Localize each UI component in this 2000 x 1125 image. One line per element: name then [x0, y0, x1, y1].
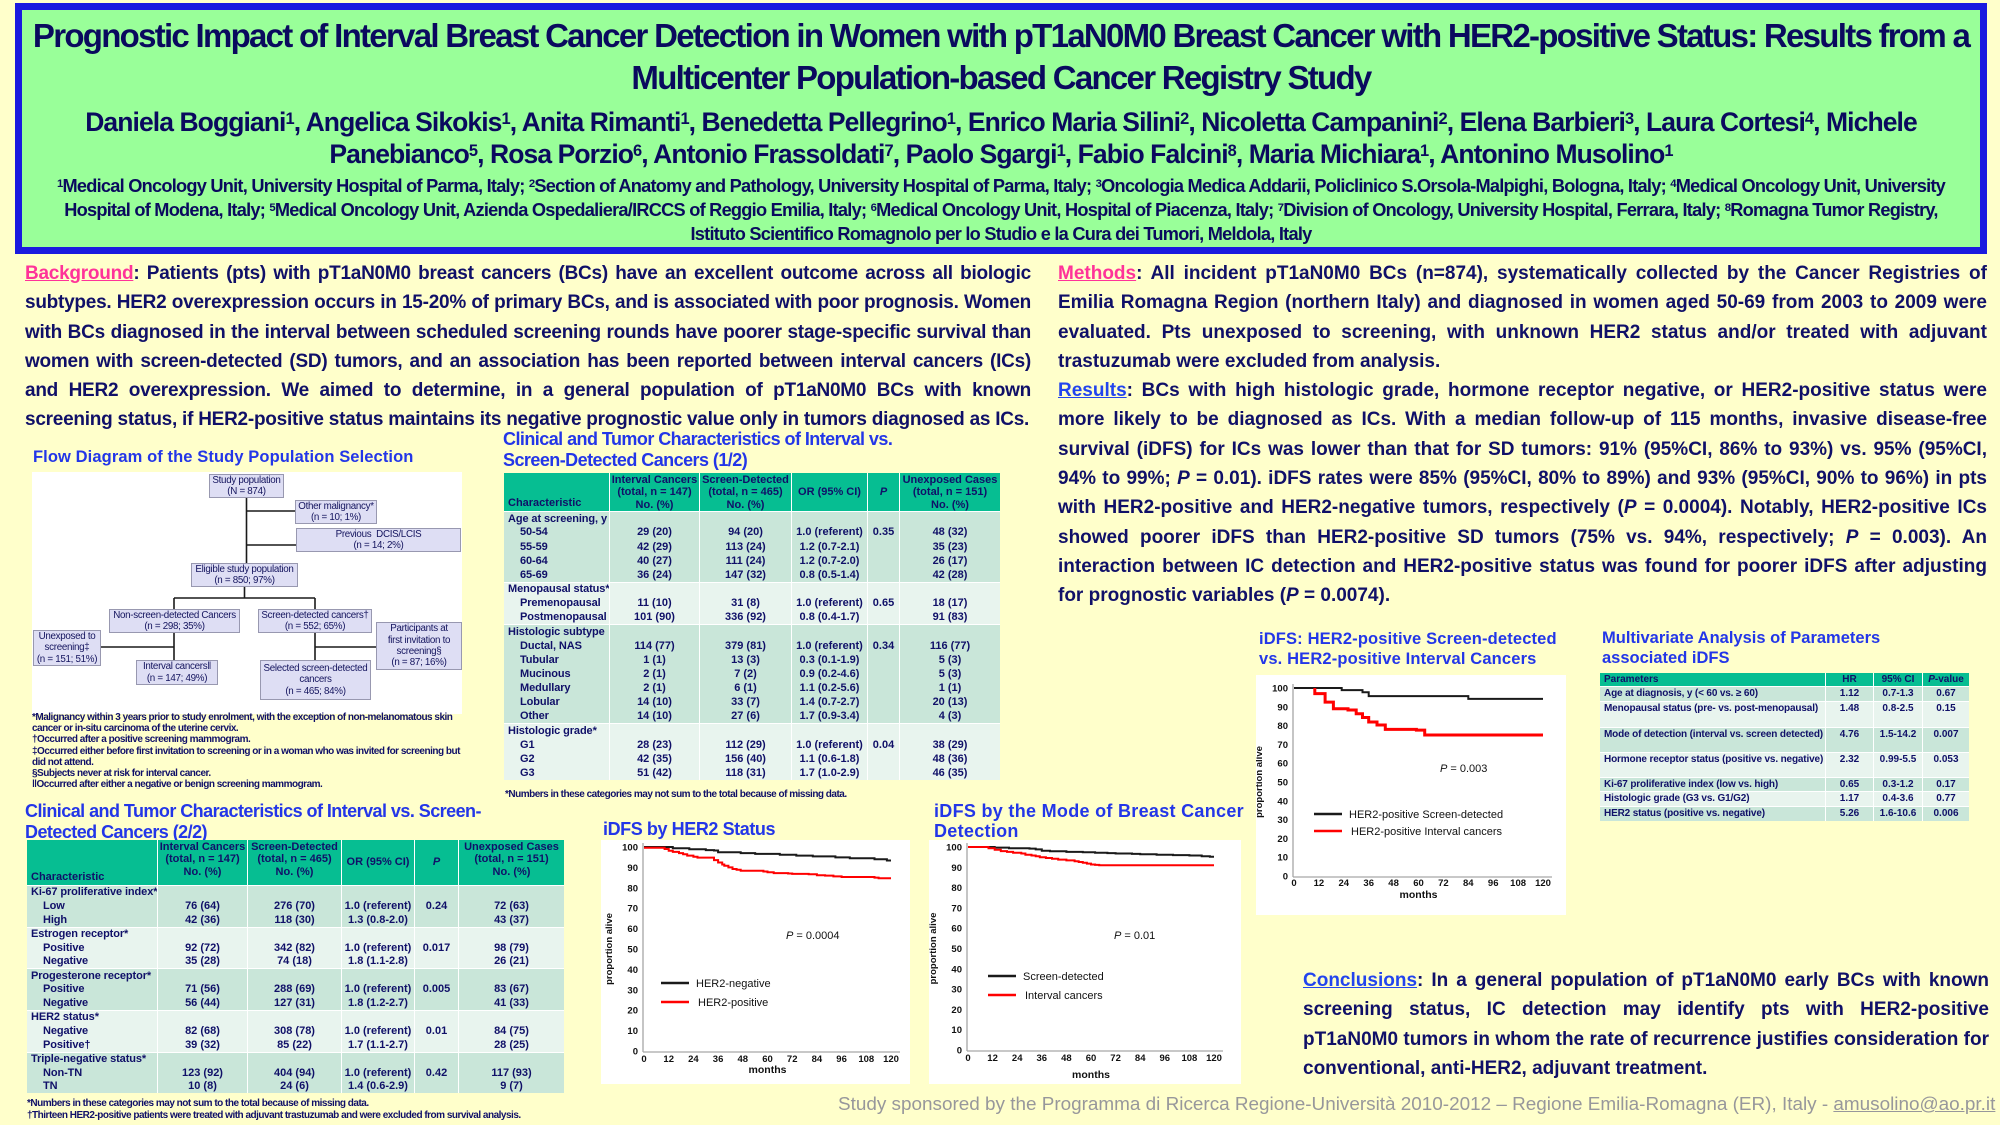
- svg-text:80: 80: [627, 883, 638, 894]
- svg-text:100: 100: [1272, 684, 1288, 695]
- svg-text:HER2-negative: HER2-negative: [696, 978, 771, 990]
- svg-text:72: 72: [1438, 878, 1449, 889]
- svg-text:72: 72: [787, 1054, 798, 1065]
- svg-text:50: 50: [951, 944, 962, 955]
- svg-text:60: 60: [951, 924, 962, 935]
- svg-text:20: 20: [951, 1005, 962, 1016]
- svg-text:84: 84: [1135, 1053, 1146, 1064]
- svg-text:proportion alive: proportion alive: [1256, 746, 1265, 818]
- svg-text:96: 96: [1160, 1053, 1171, 1064]
- svg-text:60: 60: [1086, 1053, 1097, 1064]
- svg-text:50: 50: [1277, 778, 1288, 789]
- svg-text:12: 12: [663, 1054, 674, 1065]
- svg-text:Interval cancers: Interval cancers: [1025, 990, 1103, 1002]
- svg-text:30: 30: [951, 985, 962, 996]
- svg-text:20: 20: [627, 1006, 638, 1017]
- svg-text:60: 60: [1277, 759, 1288, 770]
- svg-text:84: 84: [812, 1054, 823, 1065]
- svg-text:12: 12: [1314, 878, 1325, 889]
- svg-text:HER2-positive Interval cancers: HER2-positive Interval cancers: [1351, 826, 1503, 838]
- svg-text:48: 48: [738, 1054, 749, 1065]
- svg-text:0: 0: [1283, 872, 1288, 883]
- svg-text:60: 60: [1413, 878, 1424, 889]
- svg-text:84: 84: [1463, 878, 1474, 889]
- svg-text:100: 100: [946, 843, 962, 854]
- svg-text:70: 70: [1277, 740, 1288, 751]
- svg-text:48: 48: [1388, 878, 1399, 889]
- svg-text:0: 0: [965, 1053, 970, 1064]
- svg-text:proportion alive: proportion alive: [604, 913, 615, 985]
- svg-text:24: 24: [688, 1054, 699, 1065]
- svg-text:months: months: [749, 1064, 787, 1076]
- svg-text:Screen-detected: Screen-detected: [1023, 971, 1104, 983]
- svg-text:10: 10: [627, 1026, 638, 1037]
- svg-text:24: 24: [1012, 1053, 1023, 1064]
- svg-text:P = 0.01: P = 0.01: [1114, 930, 1155, 942]
- svg-text:120: 120: [1535, 878, 1551, 889]
- svg-text:108: 108: [858, 1054, 874, 1065]
- svg-text:12: 12: [987, 1053, 998, 1064]
- svg-text:months: months: [1072, 1069, 1110, 1081]
- svg-text:P = 0.0004: P = 0.0004: [786, 930, 840, 942]
- svg-text:40: 40: [951, 964, 962, 975]
- svg-text:120: 120: [1206, 1053, 1222, 1064]
- svg-text:20: 20: [1277, 834, 1288, 845]
- svg-text:HER2-positive: HER2-positive: [698, 997, 768, 1009]
- svg-text:120: 120: [883, 1054, 899, 1065]
- svg-text:24: 24: [1339, 878, 1350, 889]
- svg-text:30: 30: [1277, 815, 1288, 826]
- svg-text:0: 0: [1291, 878, 1296, 889]
- svg-text:0: 0: [633, 1047, 638, 1058]
- svg-text:50: 50: [627, 945, 638, 956]
- svg-text:60: 60: [762, 1054, 773, 1065]
- svg-text:108: 108: [1181, 1053, 1197, 1064]
- svg-text:70: 70: [951, 903, 962, 914]
- svg-text:90: 90: [951, 863, 962, 874]
- svg-text:36: 36: [1037, 1053, 1048, 1064]
- svg-text:70: 70: [627, 904, 638, 915]
- svg-text:36: 36: [713, 1054, 724, 1065]
- svg-text:P = 0.003: P = 0.003: [1440, 763, 1487, 775]
- svg-text:96: 96: [836, 1054, 847, 1065]
- svg-text:90: 90: [627, 863, 638, 874]
- svg-text:months: months: [1400, 889, 1438, 901]
- svg-text:72: 72: [1110, 1053, 1121, 1064]
- svg-text:100: 100: [622, 843, 638, 854]
- svg-text:96: 96: [1488, 878, 1499, 889]
- svg-text:80: 80: [951, 883, 962, 894]
- svg-text:80: 80: [1277, 721, 1288, 732]
- svg-text:10: 10: [951, 1025, 962, 1036]
- svg-text:48: 48: [1061, 1053, 1072, 1064]
- svg-text:40: 40: [1277, 796, 1288, 807]
- svg-text:0: 0: [641, 1054, 646, 1065]
- svg-text:36: 36: [1363, 878, 1374, 889]
- svg-text:40: 40: [627, 965, 638, 976]
- svg-text:0: 0: [957, 1046, 962, 1057]
- svg-text:HER2-positive Screen-detected: HER2-positive Screen-detected: [1349, 809, 1503, 821]
- svg-text:10: 10: [1277, 853, 1288, 864]
- svg-text:30: 30: [627, 985, 638, 996]
- svg-text:proportion alive: proportion alive: [929, 913, 939, 985]
- svg-text:108: 108: [1510, 878, 1526, 889]
- svg-text:60: 60: [627, 924, 638, 935]
- svg-text:90: 90: [1277, 702, 1288, 713]
